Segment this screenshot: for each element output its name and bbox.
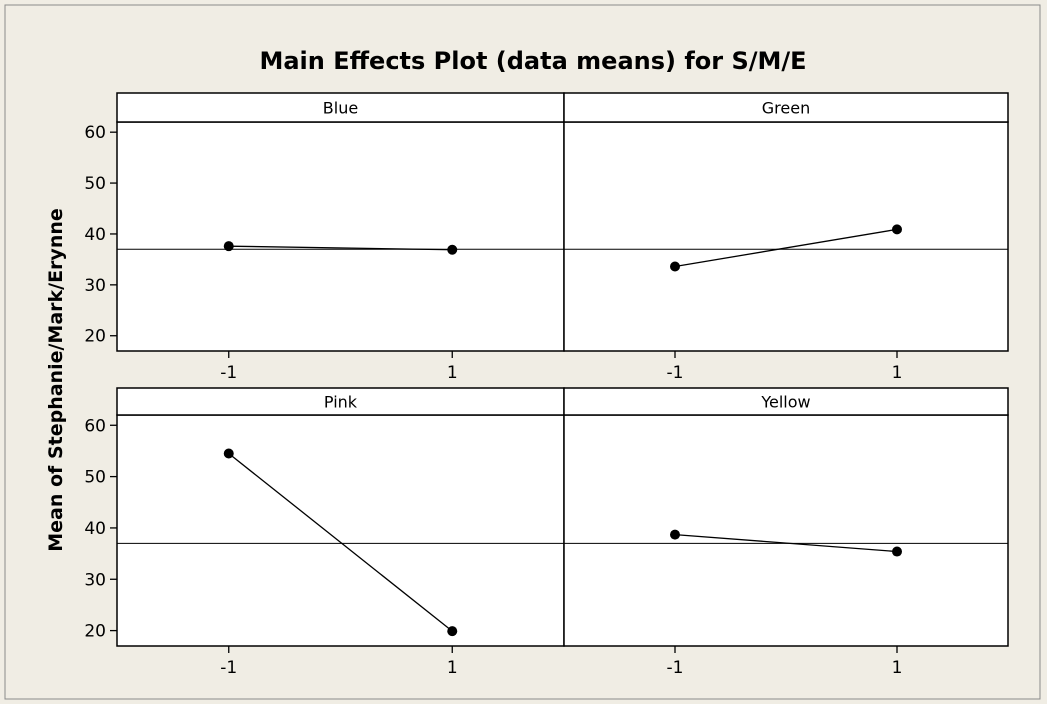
- y-tick-label-blue-60: 60: [84, 123, 106, 143]
- x-tick-label-pink--1: -1: [220, 658, 237, 678]
- plot-area-blue: [116, 121, 565, 352]
- panel-blue: Blue -1 1 20 30 40 50 60: [84, 92, 565, 383]
- y-tick-label-pink-40: 40: [84, 519, 106, 539]
- strip-label-yellow: Yellow: [760, 393, 810, 412]
- series-line-yellow: [674, 533, 898, 553]
- y-tick-label-pink-30: 30: [84, 570, 106, 590]
- x-tick-label-yellow--1: -1: [667, 658, 684, 678]
- x-tick-label-yellow-1: 1: [892, 658, 903, 678]
- panel-green: Green -1 1: [563, 92, 1009, 383]
- y-tick-label-blue-40: 40: [84, 225, 106, 245]
- x-tick-label-green--1: -1: [667, 363, 684, 383]
- panel-pink: Pink -1 1 20 30 40 50 60: [84, 387, 565, 678]
- series-line-blue: [228, 245, 453, 251]
- strip-label-green: Green: [762, 99, 810, 118]
- x-tick-label-green-1: 1: [892, 363, 903, 383]
- strip-blue: [116, 92, 565, 123]
- data-point-green-1: [892, 224, 902, 235]
- y-tick-label-blue-20: 20: [84, 327, 106, 347]
- x-tick-label-pink-1: 1: [447, 658, 458, 678]
- x-tick-label-blue-1: 1: [447, 363, 458, 383]
- plot-area-green: [563, 121, 1009, 352]
- data-point-pink--1: [223, 448, 234, 459]
- data-point-yellow--1: [670, 529, 680, 540]
- data-point-yellow-1: [892, 546, 902, 557]
- strip-label-pink: Pink: [324, 393, 358, 412]
- panel-yellow: Yellow -1 1: [563, 387, 1009, 678]
- series-line-green: [674, 228, 898, 268]
- strip-label-blue: Blue: [323, 99, 358, 118]
- data-point-blue-1: [447, 244, 458, 255]
- plot-area-pink: [116, 414, 565, 647]
- strip-green: [563, 92, 1009, 123]
- panel-grid: Blue -1 1 20 30 40 50 60 Green -1 1 Pink -1 1 20 30 40 50…: [84, 92, 1009, 678]
- y-tick-label-pink-60: 60: [84, 416, 106, 436]
- data-point-green--1: [670, 261, 680, 272]
- y-tick-label-blue-50: 50: [84, 174, 106, 194]
- chart-title: Main Effects Plot (data means) for S/M/E: [259, 47, 806, 75]
- series-line-pink: [228, 452, 453, 632]
- y-tick-label-pink-20: 20: [84, 622, 106, 642]
- y-tick-label-blue-30: 30: [84, 276, 106, 296]
- x-tick-label-blue--1: -1: [220, 363, 237, 383]
- y-tick-label-pink-50: 50: [84, 468, 106, 488]
- y-axis-label: Mean of Stephanie/Mark/Erynne: [45, 208, 67, 552]
- strip-yellow: [563, 387, 1009, 416]
- data-point-blue--1: [223, 241, 234, 252]
- data-point-pink-1: [447, 626, 458, 637]
- plot-area-yellow: [563, 414, 1009, 647]
